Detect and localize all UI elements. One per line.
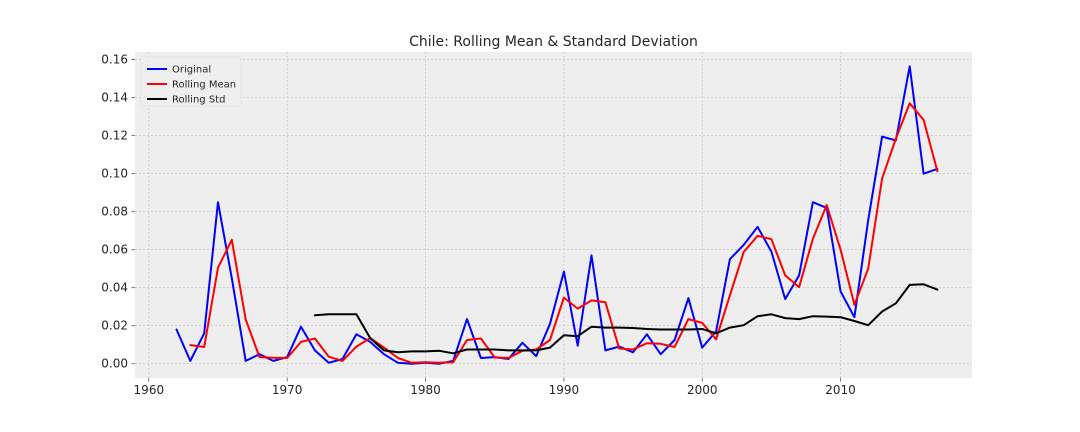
y-tick-label: 0.16 <box>101 53 128 67</box>
series-line-rolling-std <box>313 283 939 355</box>
chart-title: Chile: Rolling Mean & Standard Deviation <box>409 34 698 50</box>
x-tick-label: 1970 <box>272 383 303 397</box>
y-tick-label: 0.08 <box>101 205 128 219</box>
x-tick-label: 1980 <box>410 383 441 397</box>
y-tick-label: 0.06 <box>101 243 128 257</box>
x-tick-label: 1960 <box>134 383 165 397</box>
legend-label-rolling-std: Rolling Std <box>172 95 225 106</box>
series-line-original <box>175 65 939 365</box>
grid-lines <box>135 52 972 378</box>
y-tick-label: 0.02 <box>101 319 128 333</box>
legend-label-original: Original <box>172 65 211 76</box>
legend: Original Rolling Mean Rolling Std <box>140 56 242 107</box>
series-lines <box>175 65 939 365</box>
y-tick-label: 0.12 <box>101 129 128 143</box>
y-tick-label: 0.10 <box>101 167 128 181</box>
legend-label-rolling-mean: Rolling Mean <box>172 80 236 91</box>
x-tick-label: 2000 <box>687 383 718 397</box>
axes: 1960 1970 1980 1990 2000 2010 0.00 0.02 0.04 0.06… <box>101 53 856 397</box>
x-tick-label: 1990 <box>549 383 580 397</box>
y-tick-label: 0.04 <box>101 281 128 295</box>
y-tick-label: 0.14 <box>101 91 128 105</box>
y-tick-label: 0.00 <box>101 357 128 371</box>
x-tick-label: 2010 <box>825 383 856 397</box>
series-line-rolling-mean <box>189 102 939 364</box>
plot-area <box>135 52 972 378</box>
